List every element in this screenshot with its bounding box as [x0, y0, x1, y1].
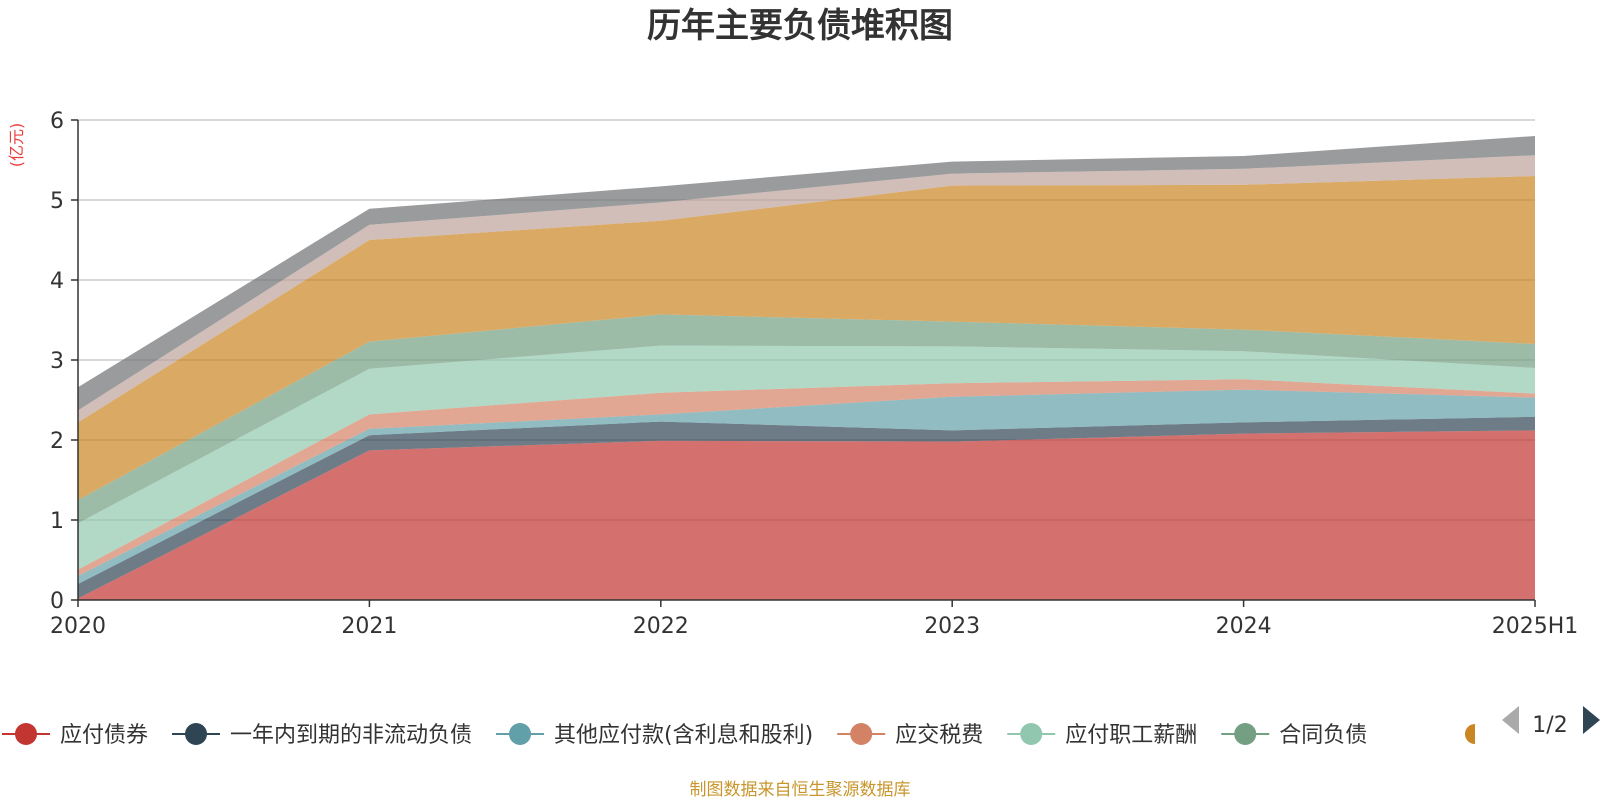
triangle-right-icon[interactable]	[1583, 706, 1600, 734]
y-tick-label: 3	[50, 349, 64, 374]
y-tick-label: 2	[50, 429, 64, 454]
legend-circle-marker	[15, 723, 37, 745]
legend-item[interactable]: 合同负债	[1221, 723, 1367, 748]
source-note: 制图数据来自恒生聚源数据库	[690, 780, 911, 800]
x-tick-labels: 2020 2021 2022 2023 2024 2025H1	[50, 614, 1578, 639]
legend-circle-marker-partial	[1465, 724, 1475, 744]
area-series-3	[78, 389, 1535, 584]
area-series-7	[78, 176, 1535, 500]
stacked-areas	[78, 136, 1535, 600]
legend-circle-marker	[185, 723, 208, 745]
legend-label: 应交税费	[895, 723, 983, 748]
area-series-9	[78, 136, 1535, 411]
legend-label: 应付债券	[60, 723, 148, 748]
x-tick-label: 2025H1	[1492, 614, 1579, 639]
legend-pager: 1/2	[1502, 706, 1600, 738]
legend: 应付债券 一年内到期的非流动负债 其他应付款(含利息和股利) 应交税费 应付职工薪酬 合同…	[2, 723, 1475, 748]
legend-item[interactable]: 应付职工薪酬	[1007, 723, 1197, 748]
legend-page-indicator: 1/2	[1532, 713, 1567, 738]
y-tick-label: 4	[50, 269, 64, 294]
y-tick-label: 6	[50, 109, 64, 134]
unit-label: (亿元)	[7, 123, 26, 168]
legend-label: 合同负债	[1279, 723, 1367, 748]
legend-item[interactable]: 其他应付款(含利息和股利)	[496, 723, 813, 748]
legend-label: 其他应付款(含利息和股利)	[554, 723, 813, 748]
legend-label: 一年内到期的非流动负债	[230, 723, 472, 748]
x-tick-label: 2024	[1216, 614, 1272, 639]
legend-label: 应付职工薪酬	[1065, 723, 1197, 748]
legend-item[interactable]: 应交税费	[837, 723, 983, 748]
area-series-1	[78, 430, 1535, 600]
axes	[77, 120, 1535, 601]
legend-circle-marker	[1020, 723, 1043, 745]
legend-circle-marker	[1234, 723, 1257, 745]
area-series-8	[78, 155, 1535, 423]
x-tick-label: 2022	[633, 614, 689, 639]
y-tick-label: 5	[50, 189, 64, 214]
chart-title: 历年主要负债堆积图	[647, 6, 953, 46]
area-series-5	[78, 345, 1535, 570]
x-tick-label: 2021	[341, 614, 397, 639]
x-tick-label: 2020	[50, 614, 106, 639]
legend-circle-marker	[509, 723, 532, 745]
legend-circle-marker	[850, 723, 873, 745]
x-tick-label: 2023	[924, 614, 980, 639]
legend-item[interactable]: 一年内到期的非流动负债	[172, 723, 472, 748]
y-tick-label: 1	[50, 509, 64, 534]
y-tick-labels: 0 1 2 3 4 5 6	[50, 109, 64, 614]
y-tick-label: 0	[50, 589, 64, 614]
legend-item[interactable]: 应付债券	[2, 723, 148, 748]
triangle-left-icon[interactable]	[1502, 706, 1519, 734]
